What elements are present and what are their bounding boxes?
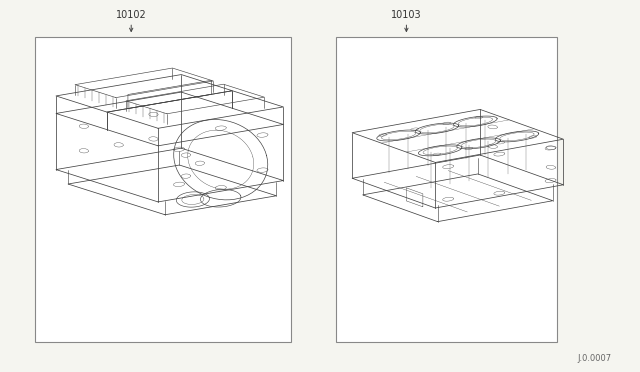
Bar	[35, 37, 291, 342]
Text: 10102: 10102	[116, 10, 147, 20]
Text: 10103: 10103	[391, 10, 422, 20]
Text: J.0.0007: J.0.0007	[577, 354, 611, 363]
Bar	[336, 37, 557, 342]
